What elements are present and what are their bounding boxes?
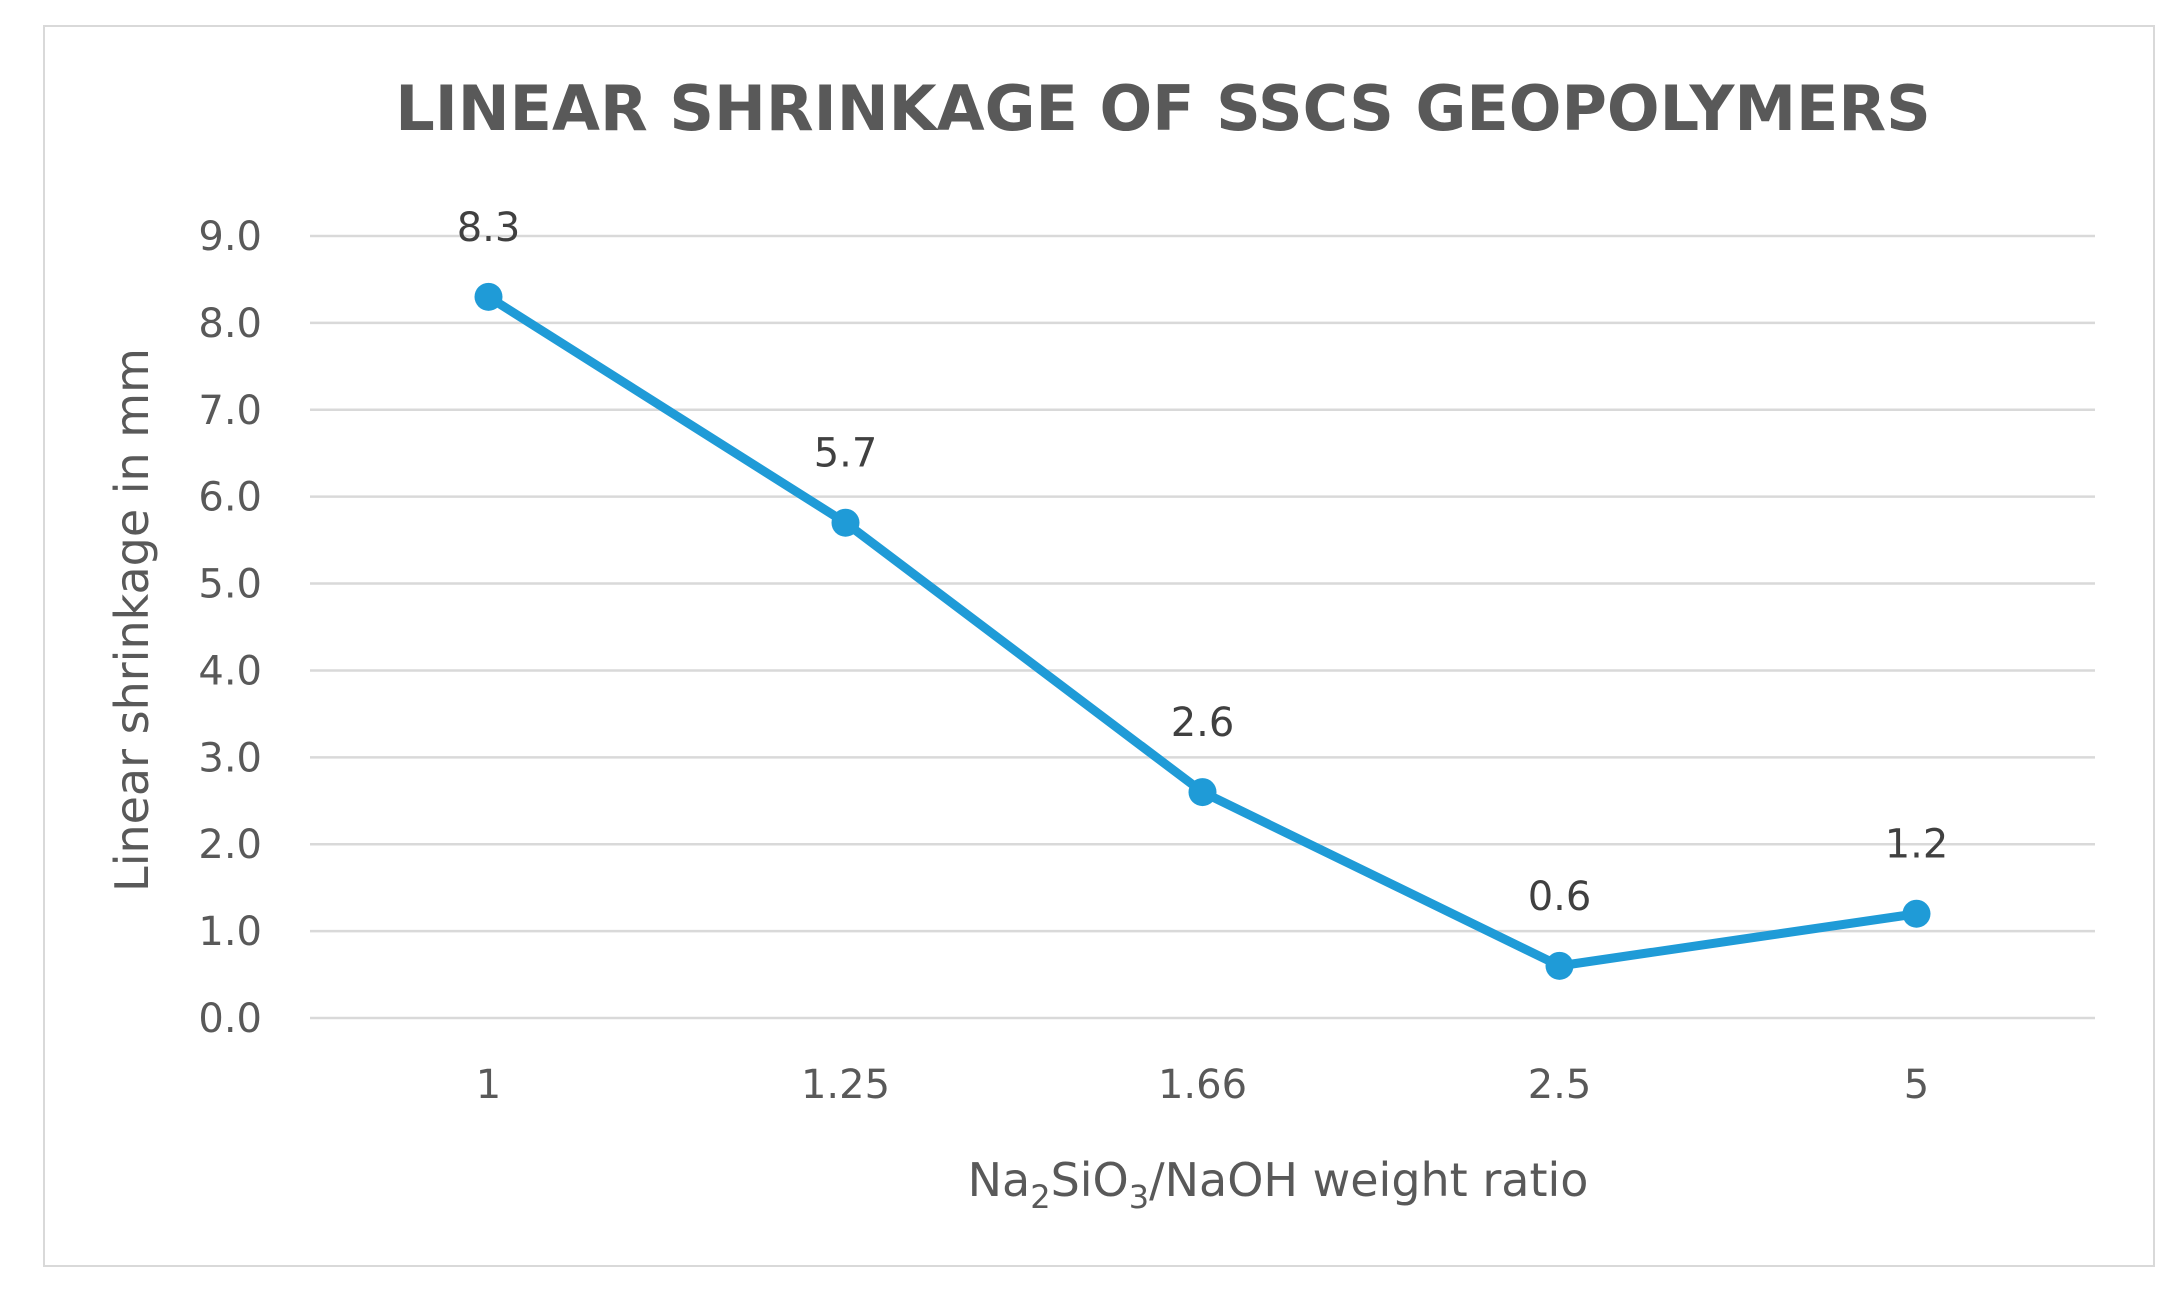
y-tick-label-9: 9.0 (198, 214, 262, 260)
data-point-0 (474, 282, 503, 311)
series-line-0 (484, 292, 1921, 971)
x-axis-title-sub-3: 3 (1129, 1178, 1149, 1216)
y-tick-label-5: 5.0 (198, 562, 262, 608)
y-axis-ticks: 0.0 1.0 2.0 3.0 4.0 5.0 6.0 7.0 8.0 9.0 (198, 214, 262, 1042)
y-tick-label-4: 4.0 (198, 648, 262, 694)
data-label-3: 0.6 (1528, 874, 1592, 920)
series-shrinkage (474, 282, 1931, 980)
y-tick-label-2: 2.0 (198, 822, 262, 868)
data-point-1 (831, 508, 860, 537)
x-tick-label-1: 1.25 (801, 1062, 890, 1108)
data-label-4: 1.2 (1885, 822, 1949, 868)
data-label-0: 8.3 (457, 205, 521, 251)
x-axis-title-sub-2: 2 (1030, 1178, 1050, 1216)
x-axis-title-na: Na (968, 1153, 1031, 1207)
y-tick-label-6: 6.0 (198, 475, 262, 521)
y-tick-label-3: 3.0 (198, 735, 262, 781)
data-label-1: 5.7 (814, 431, 878, 477)
x-tick-label-3: 2.5 (1528, 1062, 1592, 1108)
data-labels: 8.3 5.7 2.6 0.6 1.2 (457, 205, 1949, 920)
chart-frame (43, 25, 2155, 1267)
y-tick-label-8: 8.0 (198, 301, 262, 347)
x-axis-title-rest: /NaOH weight ratio (1149, 1153, 1588, 1207)
y-tick-label-7: 7.0 (198, 388, 262, 434)
x-tick-label-4: 5 (1904, 1062, 1929, 1108)
y-axis-title: Linear shrinkage in mm (105, 348, 159, 892)
y-tick-label-0: 0.0 (198, 996, 262, 1042)
data-label-2: 2.6 (1171, 700, 1235, 746)
y-tick-label-1: 1.0 (198, 909, 262, 955)
x-tick-label-0: 1 (476, 1062, 501, 1108)
x-tick-label-2: 1.66 (1158, 1062, 1247, 1108)
gridlines (310, 234, 2095, 1020)
x-axis-ticks: 1 1.25 1.66 2.5 5 (476, 1062, 1929, 1108)
chart-title: LINEAR SHRINKAGE OF SSCS GEOPOLYMERS (395, 72, 1931, 145)
x-axis-title: Na2SiO3/NaOH weight ratio (968, 1153, 1589, 1216)
data-point-4 (1902, 899, 1931, 928)
x-axis-title-sio: SiO (1051, 1153, 1129, 1207)
data-point-3 (1545, 951, 1574, 980)
data-point-2 (1188, 778, 1217, 807)
